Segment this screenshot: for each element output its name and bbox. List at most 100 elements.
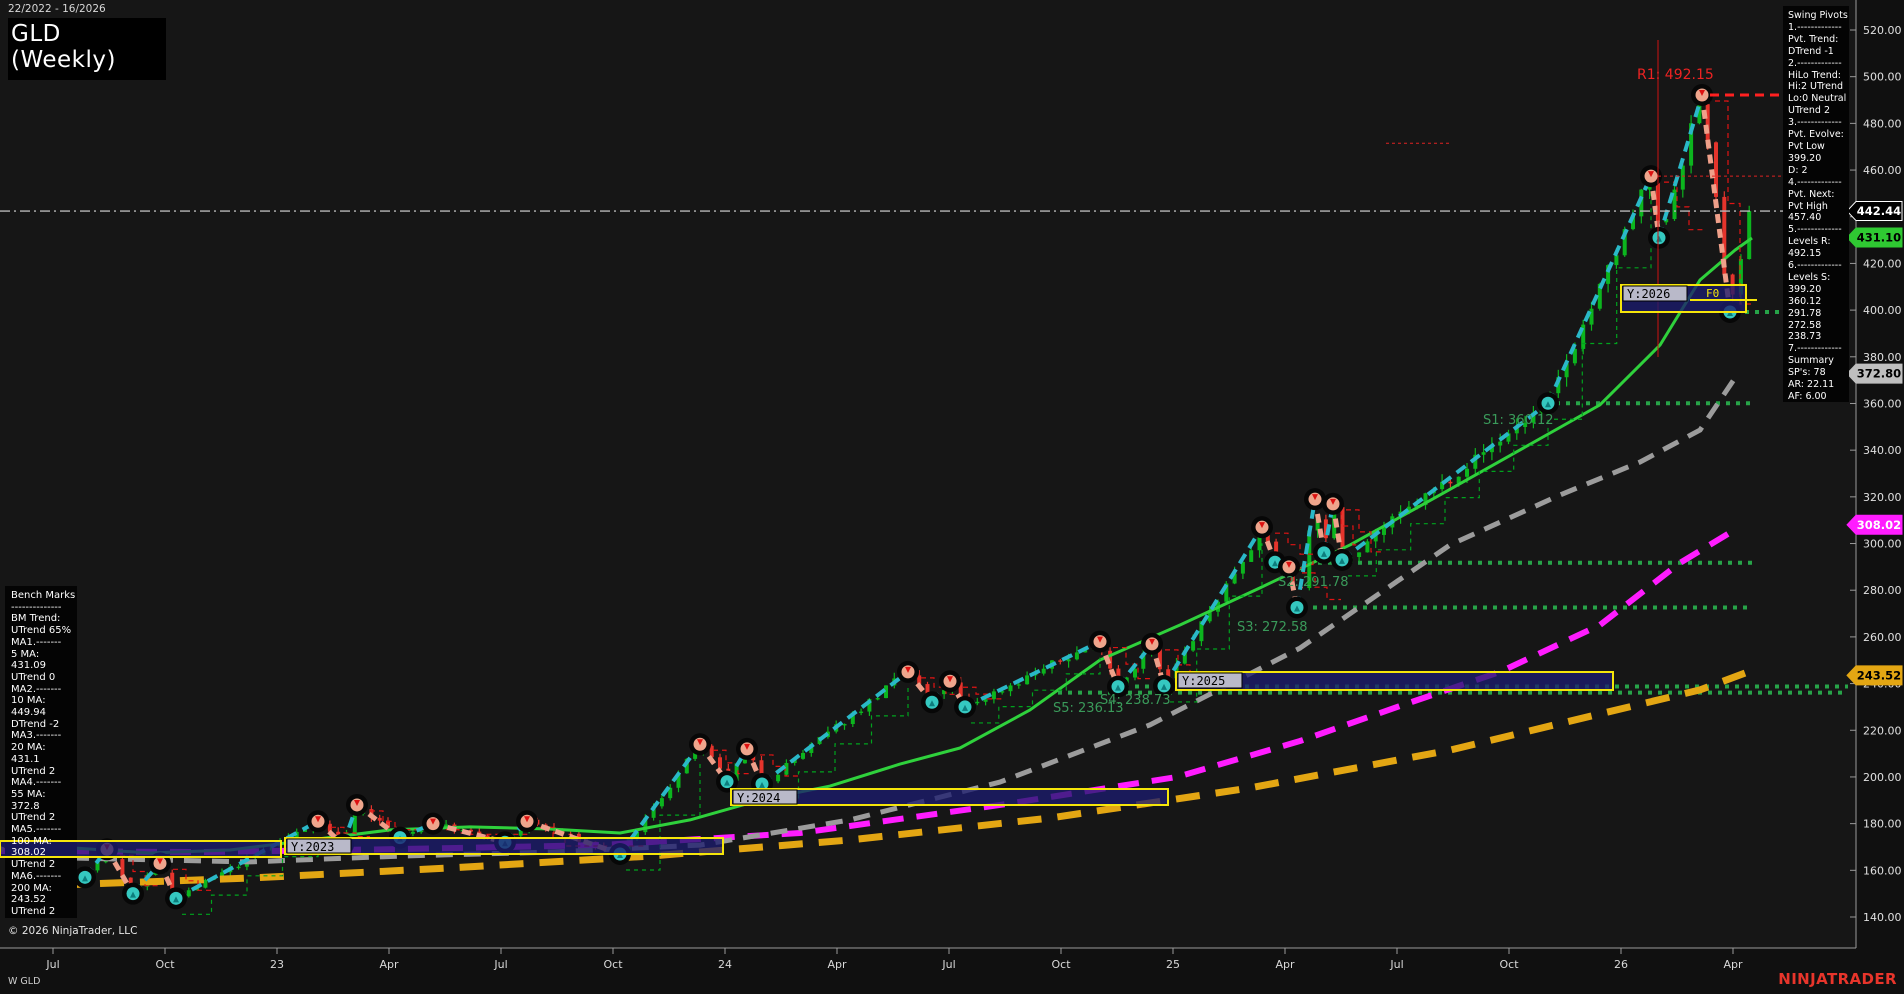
bench-marks-line: UTrend 2: [11, 765, 56, 777]
candle-body: [1489, 445, 1494, 453]
swing-pivots-line: 457.40: [1788, 212, 1822, 224]
candle-body: [1008, 685, 1013, 692]
candle-body: [1523, 422, 1528, 428]
candle-body: [859, 711, 864, 713]
candle-body: [734, 763, 739, 781]
candle-body: [469, 829, 473, 832]
swing-pivots-line: Lo:0 Neutral: [1788, 93, 1847, 105]
candle-body: [1182, 650, 1187, 664]
price-marker: [1846, 201, 1903, 222]
candle-body: [718, 757, 722, 769]
bench-marks-panel: Bench Marks -------------- BM Trend: UTrend…: [11, 590, 75, 918]
candle-body: [1705, 104, 1710, 143]
candle-body: [1514, 427, 1519, 434]
swing-pivots-line: Swing Pivots: [1788, 10, 1848, 21]
price-axis-label: 520.00: [1863, 24, 1902, 37]
candle-body: [709, 745, 714, 758]
year-range-label: Y:2024: [737, 791, 780, 805]
ma-line-55ma: [71, 373, 1740, 865]
swing-pivots-line: HiLo Trend:: [1788, 69, 1841, 81]
swing-pivots-line: D: 2: [1788, 164, 1808, 176]
candle-body: [1257, 525, 1262, 551]
candle-body: [1423, 493, 1428, 506]
year-range-box: [0, 840, 282, 858]
candle-body: [684, 758, 689, 774]
candle-body: [186, 890, 191, 897]
candle-body: [1714, 142, 1718, 197]
price-marker: [1846, 665, 1903, 686]
bench-marks-panel-bg: [5, 586, 77, 918]
bench-marks-line: MA2.-------: [11, 683, 62, 695]
candle-body: [842, 724, 847, 726]
candle-body: [1440, 481, 1445, 490]
price-axis-label: 180.00: [1863, 818, 1902, 831]
bench-marks-line: 10 MA:: [11, 695, 46, 707]
bench-marks-line: UTrend 2: [11, 859, 56, 871]
candle-body: [419, 830, 424, 833]
candle-body: [1473, 454, 1478, 469]
bench-marks-line: UTrend 65%: [11, 625, 72, 637]
time-axis-label: 24: [718, 958, 732, 971]
candle-body: [1689, 123, 1694, 166]
price-axis[interactable]: 140.00160.00180.00200.00220.00240.00260.…: [1850, 0, 1902, 948]
candle-body: [1506, 433, 1511, 442]
swing-pivots-line: 7.-------------: [1788, 343, 1842, 355]
time-axis-label: 26: [1614, 958, 1628, 971]
candle-body: [991, 691, 996, 700]
price-axis-label: 160.00: [1863, 864, 1902, 877]
year-boxes: Y:2023 Y:2024 Y:2025 F0 Y:2026: [0, 284, 1757, 858]
time-axis-strip[interactable]: [0, 948, 1904, 994]
time-axis-label: Apr: [1723, 958, 1743, 971]
ma-line-20ma: [71, 236, 1753, 855]
price-axis-label: 480.00: [1863, 117, 1902, 130]
candle-body: [203, 879, 208, 888]
time-axis-label: 25: [1166, 958, 1180, 971]
swing-pivots-line: AF: 6.00: [1788, 391, 1827, 402]
chart-title-box: GLD (Weekly): [8, 18, 166, 80]
bench-marks-line: 100 MA:: [11, 835, 52, 847]
swing-pivots-line: 291.78: [1788, 307, 1822, 319]
swing-pivots-line: UTrend 2: [1788, 105, 1831, 117]
time-axis-label: Apr: [379, 958, 399, 971]
candle-body: [1357, 552, 1362, 558]
price-axis-label: 340.00: [1863, 444, 1902, 457]
price-axis-label: 260.00: [1863, 631, 1902, 644]
candle-body: [1572, 348, 1577, 364]
swing-pivots-line: Pvt. Next:: [1788, 188, 1835, 200]
candle-body: [1597, 283, 1602, 309]
time-axis-label: Jul: [1389, 958, 1403, 971]
time-axis-label: Oct: [1499, 958, 1519, 971]
swing-pivots-line: 272.58: [1788, 319, 1822, 331]
time-axis-label: Apr: [827, 958, 847, 971]
support-level-label: S1: 360.12: [1483, 413, 1554, 428]
candle-body: [1174, 663, 1179, 679]
price-axis-label: 460.00: [1863, 164, 1902, 177]
price-markers: 442.44 431.10 372.80 308.02 243.52: [1846, 201, 1903, 686]
bench-marks-line: 55 MA:: [11, 788, 46, 800]
pivot-forecast-label: F0: [1706, 287, 1719, 300]
candle-body: [884, 685, 888, 699]
swing-pivots-line: 1.-------------: [1788, 21, 1842, 33]
candle-body: [975, 701, 980, 704]
candle-body: [1041, 668, 1046, 674]
time-axis-label: Oct: [603, 958, 623, 971]
candle-body: [1672, 189, 1677, 220]
candle-body: [1680, 165, 1685, 190]
candle-body: [95, 862, 100, 871]
candle-body: [693, 752, 698, 759]
candle-body: [659, 798, 664, 807]
bench-marks-line: 431.09: [11, 660, 46, 672]
date-range-label: 22/2022 - 16/2026: [8, 3, 106, 15]
candle-body: [942, 690, 947, 695]
bench-marks-line: MA1.-------: [11, 636, 62, 648]
time-axis-label: Jul: [45, 958, 59, 971]
price-axis-label: 500.00: [1863, 71, 1902, 84]
year-range-box: [1175, 671, 1614, 691]
price-axis-strip[interactable]: [1856, 0, 1904, 994]
candle-body: [1207, 611, 1212, 622]
candle-body: [352, 813, 357, 833]
price-axis-label: 380.00: [1863, 351, 1902, 364]
price-axis-label: 200.00: [1863, 771, 1902, 784]
time-axis[interactable]: Jul Oct 23 Apr Jul Oct 24 Apr Jul Oct 25 Apr Jul Oct 2…: [0, 947, 1856, 971]
